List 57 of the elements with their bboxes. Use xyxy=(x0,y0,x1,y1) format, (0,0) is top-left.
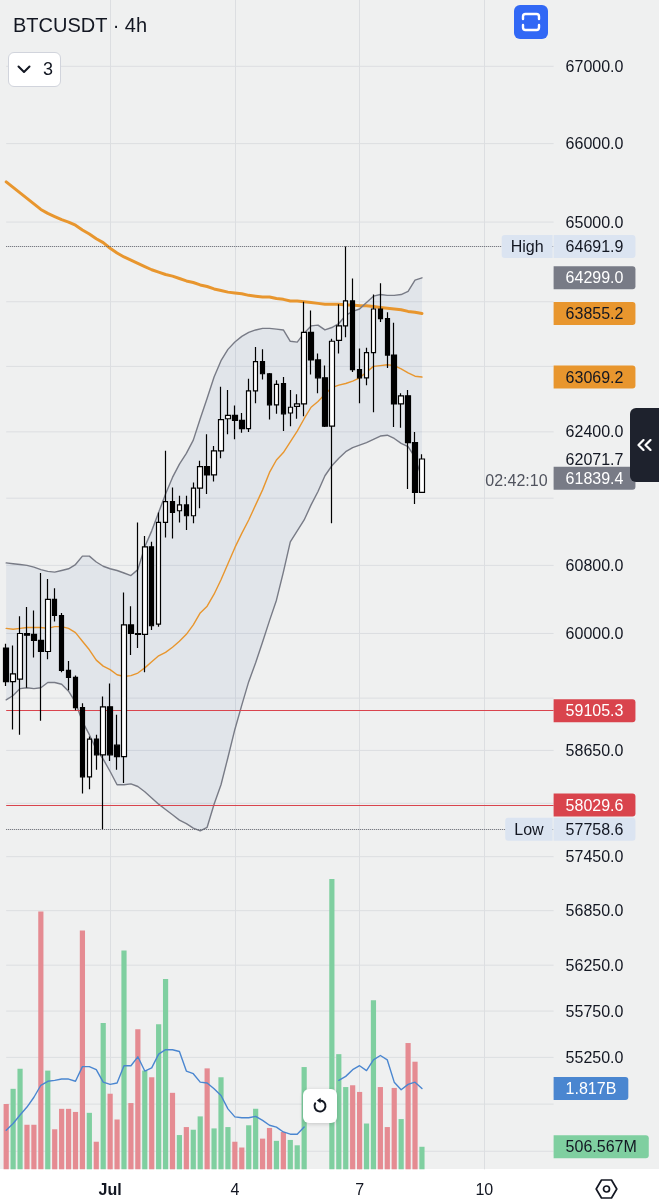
line-series xyxy=(5,277,423,577)
y2-tick-label: 506.567M xyxy=(565,1138,637,1156)
candlestick xyxy=(155,511,162,628)
candlestick xyxy=(176,495,183,524)
candlestick xyxy=(252,346,259,404)
y-tick-label: 58650.0 xyxy=(565,741,624,759)
candlestick xyxy=(86,735,93,790)
candlestick xyxy=(363,347,370,386)
annotation: Low xyxy=(514,820,545,838)
ref-line-label: 57758.6 xyxy=(565,820,624,838)
candlestick xyxy=(287,389,294,427)
y-tick-label: 56250.0 xyxy=(565,956,624,974)
y-tick-label: 60000.0 xyxy=(565,624,624,642)
candlestick xyxy=(370,293,377,413)
candlestick xyxy=(169,486,176,540)
candlestick xyxy=(266,372,273,421)
ref-line-label: 64691.9 xyxy=(565,237,624,255)
y-tick-label: 60800.0 xyxy=(565,556,624,574)
candlestick xyxy=(356,347,363,404)
ref-line-label: 58029.6 xyxy=(565,796,624,814)
y-tick-label: 64299.0 xyxy=(565,269,624,287)
candlestick xyxy=(72,675,79,711)
candlestick xyxy=(280,376,287,432)
y-tick-label: 63069.2 xyxy=(565,368,624,386)
y-tick-label: 63855.2 xyxy=(565,304,624,322)
y-tick-label: 55750.0 xyxy=(565,1002,624,1020)
y-tick-label: 55250.0 xyxy=(565,1048,624,1066)
y2-tick-label: 1.817B xyxy=(565,1080,617,1098)
candlestick xyxy=(162,450,169,539)
annotation: 3 xyxy=(43,59,54,80)
text: BTCUSDT · 4h xyxy=(13,14,148,36)
x-tick-label: Jul xyxy=(98,1180,122,1198)
y-tick-label: 62400.0 xyxy=(565,423,624,441)
y-tick-label: 61839.4 xyxy=(565,469,624,487)
line-series xyxy=(4,180,424,315)
x-tick-label: 7 xyxy=(355,1180,365,1198)
annotation: 02:42:10 xyxy=(485,471,548,489)
candlestick xyxy=(349,277,356,373)
candlestick xyxy=(79,702,86,795)
x-tick-label: 4 xyxy=(230,1180,240,1198)
y-tick-label: 67000.0 xyxy=(565,57,624,75)
y-tick-label: 66000.0 xyxy=(565,135,624,153)
candlestick xyxy=(259,348,266,381)
y-tick-label: 65000.0 xyxy=(565,213,624,231)
toggle-button: 3 xyxy=(8,52,61,87)
candlestick xyxy=(58,612,65,673)
y-tick-label: 56850.0 xyxy=(565,902,624,920)
ref-line-label: 59105.3 xyxy=(565,702,624,720)
y-tick-label: 57450.0 xyxy=(565,848,624,866)
annotation: High xyxy=(510,237,544,255)
candlestick xyxy=(65,660,72,691)
candlestick xyxy=(377,282,384,323)
candlestick xyxy=(273,379,280,415)
candlestick xyxy=(183,495,190,531)
x-tick-label: 10 xyxy=(475,1180,494,1198)
line-series xyxy=(5,364,423,678)
y-tick-label: 62071.7 xyxy=(565,450,624,468)
